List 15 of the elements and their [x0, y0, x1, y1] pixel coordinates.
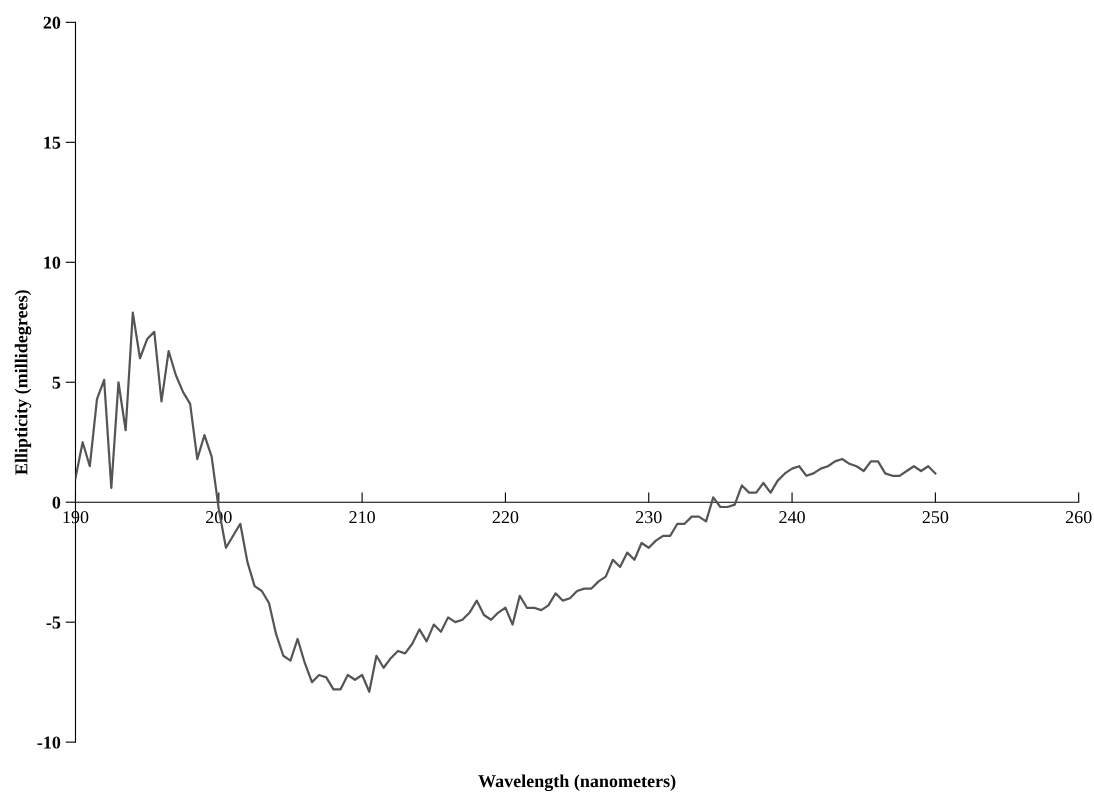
x-tick-label: 230 [635, 511, 662, 524]
x-tick-label: 210 [349, 511, 375, 524]
x-axis-title: Wavelength (nanometers) [478, 774, 676, 792]
x-tick-label: 220 [492, 511, 519, 524]
x-tick-label: 240 [779, 511, 805, 524]
y-axis-title: Ellipticity (millidegrees) [14, 290, 32, 475]
y-tick-label: 15 [44, 136, 61, 149]
y-tick-label: 20 [43, 16, 61, 29]
x-tick-label: 250 [922, 511, 949, 524]
y-tick-label: 10 [44, 256, 61, 269]
y-tick-label: -5 [46, 616, 61, 629]
x-tick-label: 260 [1065, 511, 1092, 524]
y-tick-label: 5 [52, 376, 61, 389]
y-tick-label: -10 [37, 736, 61, 749]
y-tick-label: 0 [52, 496, 61, 509]
